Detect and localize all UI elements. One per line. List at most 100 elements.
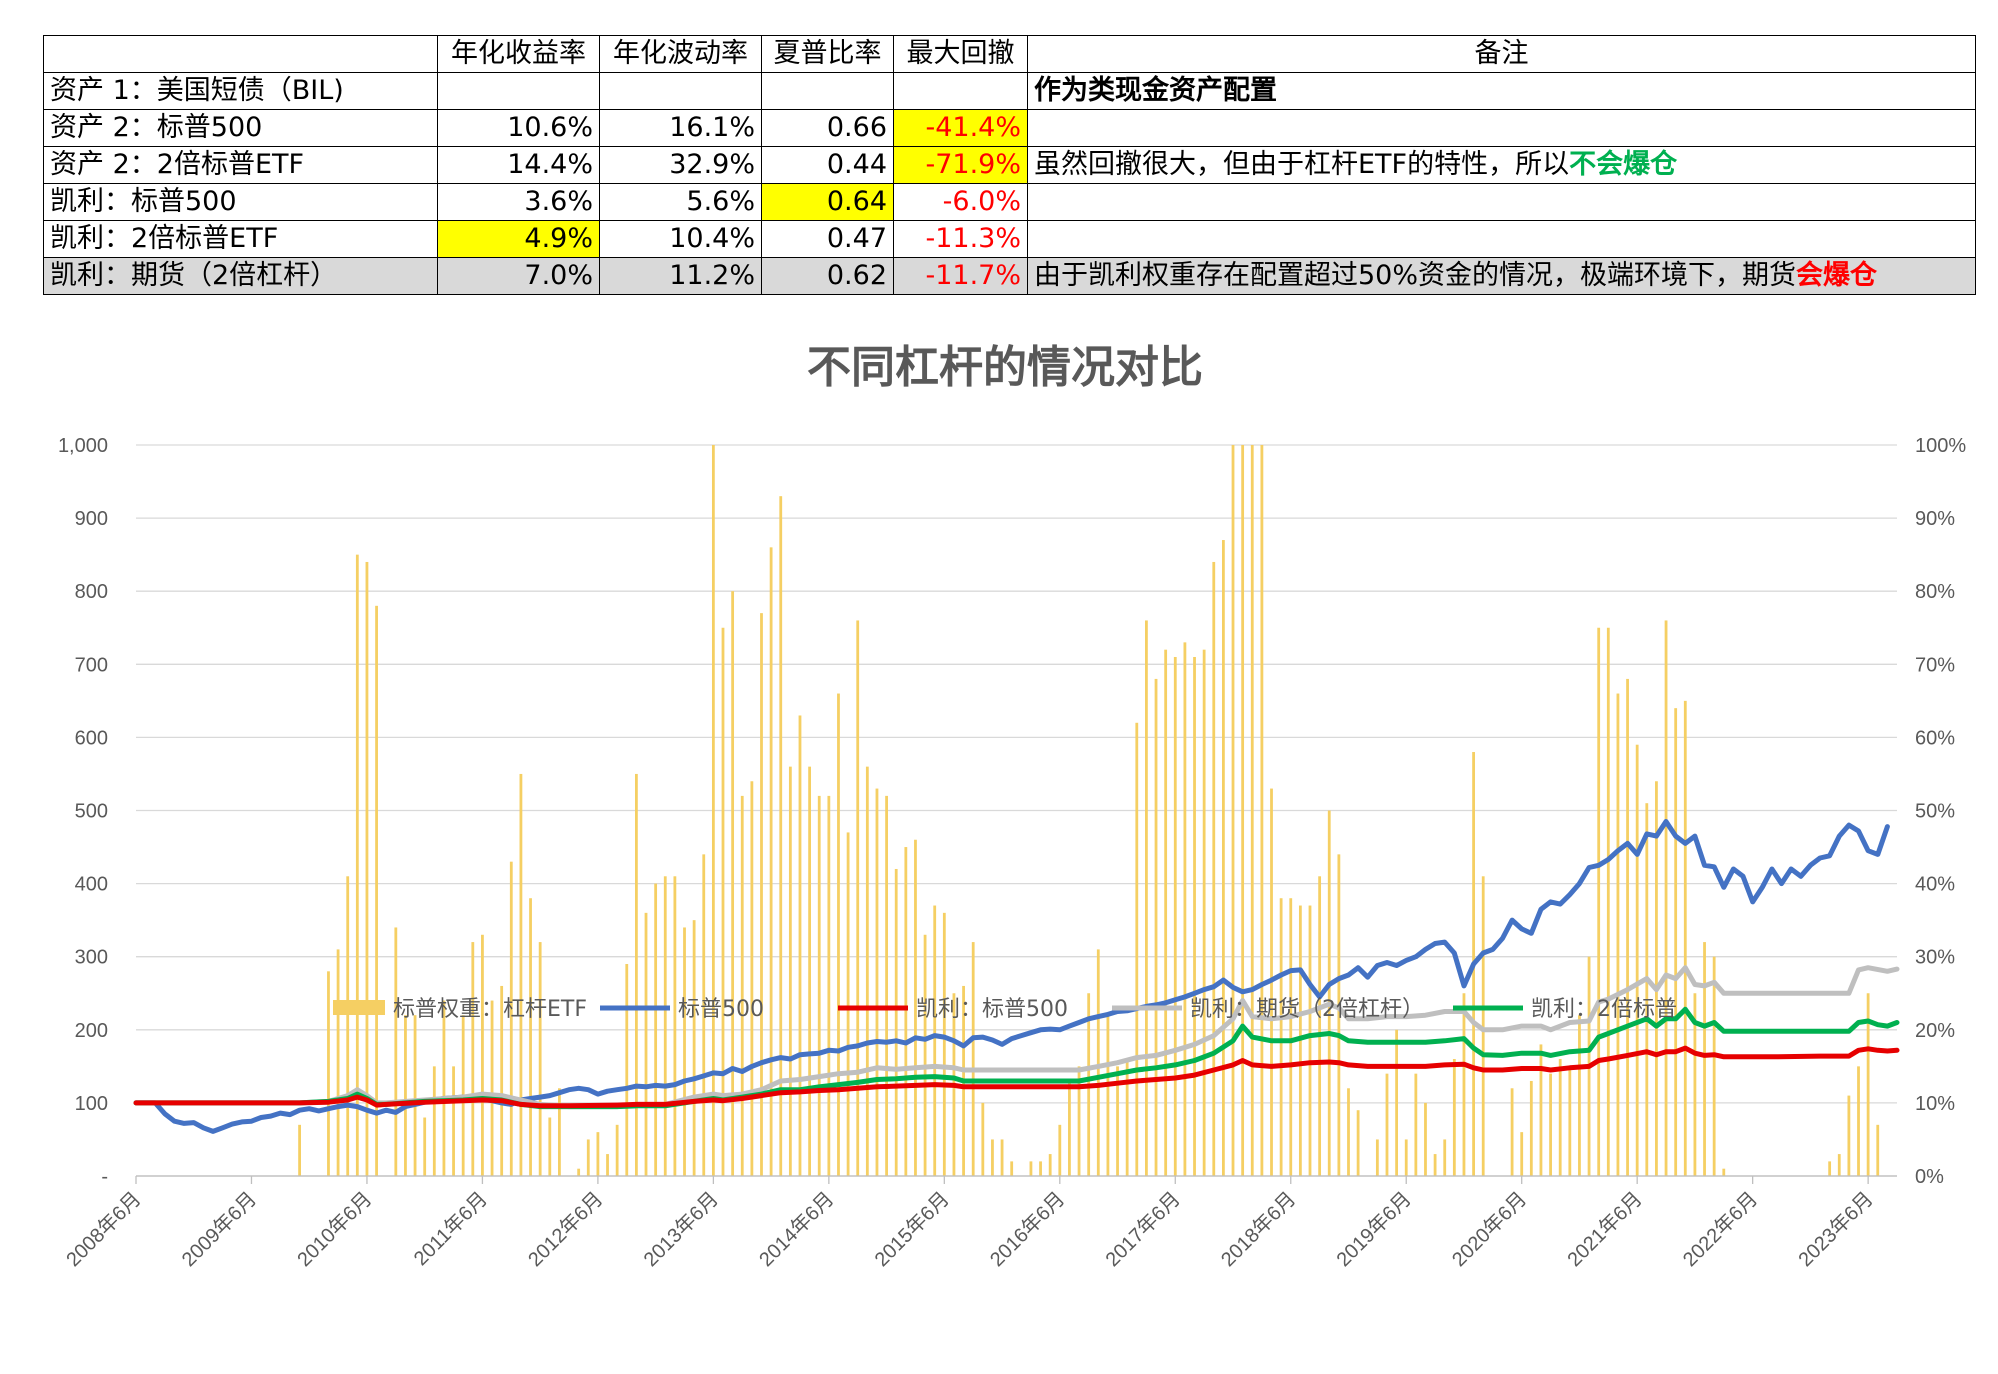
weight-bar bbox=[1655, 781, 1658, 1176]
asset-name: 资产 2：2倍标普ETF bbox=[43, 146, 438, 184]
weight-bar bbox=[1231, 445, 1235, 1176]
weight-bar bbox=[509, 861, 513, 1176]
asset-name: 凯利：标普500 bbox=[43, 183, 438, 221]
weight-bar bbox=[1145, 620, 1148, 1176]
annual-return: 4.9% bbox=[437, 220, 600, 258]
weight-bar bbox=[1356, 1110, 1360, 1176]
weight-bar bbox=[346, 876, 350, 1176]
weight-bar bbox=[1433, 1154, 1437, 1176]
legend-label: 凯利：2倍标普 bbox=[1531, 997, 1677, 1022]
x-tick-label: 2008年6月 bbox=[62, 1187, 146, 1271]
y-left-tick-label: 400 bbox=[75, 874, 108, 896]
weight-bar bbox=[1520, 1132, 1524, 1176]
weight-bar bbox=[1193, 656, 1196, 1176]
weight-bar bbox=[1529, 1080, 1533, 1176]
weight-bar bbox=[615, 1124, 619, 1176]
weight-bar bbox=[606, 1154, 609, 1176]
y-right-tick-label: 60% bbox=[1915, 727, 1955, 749]
y-right-tick-label: 100% bbox=[1915, 435, 1966, 457]
stats-table: 年化收益率 年化波动率 夏普比率 最大回撤 备注 资产 1：美国短债（BIL) … bbox=[43, 35, 1976, 295]
weight-bar bbox=[711, 445, 715, 1176]
table-row: 凯利：期货（2倍杠杆） 7.0% 11.2% 0.62 -11.7% 由于凯利权… bbox=[43, 257, 1976, 295]
y-right-tick-label: 10% bbox=[1915, 1093, 1955, 1115]
sharpe-ratio: 0.66 bbox=[761, 109, 894, 147]
weight-bar bbox=[1241, 445, 1245, 1176]
sharpe-ratio bbox=[761, 72, 894, 110]
weight-bar bbox=[644, 912, 648, 1176]
y-right-tick-label: 80% bbox=[1915, 581, 1955, 603]
weight-bar bbox=[1068, 1080, 1071, 1176]
weight-bar bbox=[721, 627, 725, 1176]
weight-bar bbox=[769, 547, 773, 1176]
weight-bar bbox=[1828, 1161, 1832, 1176]
note bbox=[1027, 109, 1976, 147]
chart-legend: 标普权重：杠杆ETF 标普500 凯利：标普500 凯利：期货（2倍杠杆） 凯利：2倍标… bbox=[333, 997, 1677, 1022]
weight-bar bbox=[788, 766, 792, 1176]
y-left-tick-label: 200 bbox=[75, 1020, 108, 1042]
legend-label: 标普500 bbox=[678, 997, 764, 1022]
weight-bar bbox=[596, 1132, 600, 1176]
y-right-tick-label: 90% bbox=[1915, 508, 1955, 530]
weight-bar bbox=[1183, 642, 1187, 1176]
weight-bar bbox=[885, 795, 888, 1176]
header-cell: 年化收益率 bbox=[437, 35, 600, 73]
y-right-tick-label: 20% bbox=[1915, 1020, 1955, 1042]
x-tick-label: 2011年6月 bbox=[409, 1187, 492, 1270]
weight-bar bbox=[827, 795, 831, 1176]
left-axis-ticks: - 100 200 300 400 500 600 700 800 900 1,000 bbox=[58, 435, 108, 1188]
asset-name: 凯利：期货（2倍杠杆） bbox=[43, 257, 438, 295]
annual-volatility: 32.9% bbox=[599, 146, 762, 184]
weight-bar bbox=[490, 1000, 494, 1176]
weight-bar bbox=[1010, 1161, 1014, 1176]
weight-bar bbox=[846, 832, 850, 1176]
x-tick-label: 2022年6月 bbox=[1678, 1187, 1762, 1271]
weight-bar bbox=[1443, 1139, 1447, 1176]
sharpe-ratio: 0.44 bbox=[761, 146, 894, 184]
note: 虽然回撤很大，但由于杠杆ETF的特性，所以不会爆仓 bbox=[1027, 146, 1976, 184]
weight-bar bbox=[529, 898, 532, 1176]
legend-label: 凯利：标普500 bbox=[916, 997, 1068, 1022]
table-row: 资产 1：美国短债（BIL) 作为类现金资产配置 bbox=[43, 72, 1976, 110]
weight-bar bbox=[740, 795, 744, 1176]
weight-bar bbox=[1000, 1139, 1004, 1176]
y-right-tick-label: 70% bbox=[1915, 654, 1955, 676]
weight-bar bbox=[1058, 1124, 1062, 1176]
note-emphasis: 不会爆仓 bbox=[1569, 149, 1678, 180]
asset-name: 资产 1：美国短债（BIL) bbox=[43, 72, 438, 110]
weight-bar bbox=[481, 934, 484, 1176]
leverage-comparison-chart: 不同杠杆的情况对比 - 100 200 300 400 500 600 700 800 900 1,… bbox=[58, 342, 1966, 1271]
x-tick-label: 2020年6月 bbox=[1447, 1187, 1531, 1271]
weight-bar bbox=[702, 854, 706, 1176]
y-left-tick-label: - bbox=[101, 1166, 108, 1188]
weight-bar bbox=[1414, 1073, 1418, 1176]
leverage-weight-bars bbox=[298, 445, 1880, 1176]
weight-bar bbox=[432, 1066, 436, 1176]
header-cell bbox=[43, 35, 438, 73]
weight-bar bbox=[1154, 678, 1158, 1176]
weight-bar bbox=[1318, 876, 1322, 1176]
annual-volatility bbox=[599, 72, 762, 110]
annual-return: 10.6% bbox=[437, 109, 600, 147]
weight-bar bbox=[798, 715, 802, 1176]
weight-bar bbox=[904, 847, 908, 1176]
weight-bar bbox=[1857, 1066, 1860, 1176]
weight-bar bbox=[971, 942, 975, 1176]
weight-bar bbox=[654, 883, 658, 1176]
weight-bar bbox=[1606, 627, 1610, 1176]
weight-bar bbox=[865, 766, 869, 1176]
x-tick-label: 2016年6月 bbox=[985, 1187, 1069, 1271]
max-drawdown: -71.9% bbox=[893, 146, 1028, 184]
y-right-tick-label: 50% bbox=[1915, 801, 1955, 823]
weight-bar bbox=[548, 1117, 552, 1176]
y-right-tick-label: 30% bbox=[1915, 947, 1955, 969]
weight-bar bbox=[1260, 445, 1264, 1176]
weight-bar bbox=[1337, 854, 1341, 1176]
kelly-2x-etf-line bbox=[133, 1006, 1900, 1110]
x-axis-ticks: 2008年6月 2009年6月 2010年6月 2011年6月 2012年6月 2013年… bbox=[62, 1175, 1897, 1271]
weight-bar bbox=[808, 766, 812, 1176]
y-right-tick-label: 40% bbox=[1915, 874, 1955, 896]
weight-bar bbox=[500, 985, 504, 1176]
x-tick-label: 2023年6月 bbox=[1794, 1187, 1878, 1271]
x-tick-label: 2018年6月 bbox=[1216, 1187, 1300, 1271]
weight-bar bbox=[1510, 1088, 1514, 1176]
